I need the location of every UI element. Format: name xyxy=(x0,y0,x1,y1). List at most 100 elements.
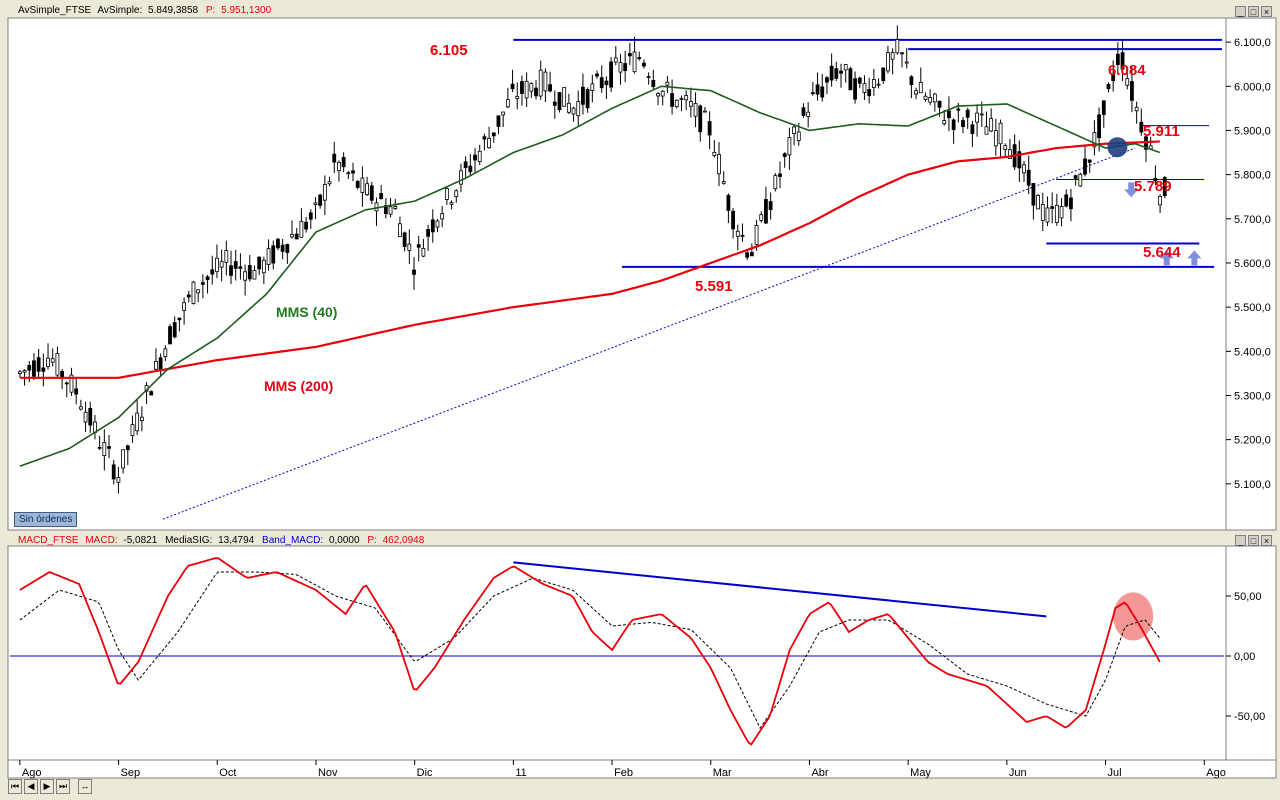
price-y-tick-label: 5.900,0 xyxy=(1234,125,1271,137)
price-close-button[interactable]: × xyxy=(1261,6,1272,17)
price-candle xyxy=(745,250,750,260)
price-candle xyxy=(543,68,548,103)
macd-chart xyxy=(10,557,1224,746)
price-candle xyxy=(360,166,365,207)
level-label-6084: 6.084 xyxy=(1108,62,1146,79)
candle-body xyxy=(215,257,219,273)
price-candle xyxy=(313,197,318,220)
price-candle xyxy=(294,228,299,240)
candle-body xyxy=(172,322,177,338)
candle-body xyxy=(1036,195,1040,210)
price-candle xyxy=(332,141,337,174)
candle-body xyxy=(914,90,918,95)
price-candle xyxy=(895,25,900,55)
price-candle xyxy=(17,369,22,378)
candle-body xyxy=(440,213,445,220)
price-candle xyxy=(914,87,918,100)
candle-body xyxy=(529,83,534,92)
candle-body xyxy=(294,233,299,240)
price-candle xyxy=(1069,188,1073,222)
nav-last-icon[interactable]: ⏭ xyxy=(56,779,70,794)
price-candle xyxy=(604,76,609,99)
macd-header-name: MACD_FTSE xyxy=(18,535,79,546)
candle-body xyxy=(158,357,163,370)
price-candle xyxy=(1050,192,1055,224)
price-candle xyxy=(951,118,956,144)
price-panel-bg xyxy=(7,17,1227,531)
candle-body xyxy=(764,199,768,224)
price-candle xyxy=(1115,42,1120,75)
candle-body xyxy=(534,87,538,97)
candle-body xyxy=(219,261,224,268)
candle-body xyxy=(163,348,168,357)
macd-close-button[interactable]: × xyxy=(1261,535,1272,546)
price-candle xyxy=(200,274,205,299)
price-candle xyxy=(890,48,895,75)
candle-body xyxy=(1031,183,1036,206)
price-candle xyxy=(740,223,745,242)
price-candle xyxy=(1017,140,1022,182)
price-candle xyxy=(810,81,815,96)
nav-next-icon[interactable]: ▶ xyxy=(40,779,54,794)
price-candle xyxy=(642,59,646,69)
price-candle xyxy=(233,249,238,281)
candle-body xyxy=(290,233,294,238)
price-candle xyxy=(1092,120,1097,156)
cross-marker-icon xyxy=(1107,137,1128,158)
price-candle xyxy=(721,171,726,185)
candle-body xyxy=(703,110,707,113)
candle-body xyxy=(1134,106,1139,112)
x-axis-bg xyxy=(7,759,1277,779)
candle-body xyxy=(909,76,914,86)
price-candle xyxy=(1134,101,1139,124)
price-candle xyxy=(829,53,834,87)
candle-body xyxy=(679,98,684,100)
macd-panel-bg xyxy=(7,545,1227,761)
price-candle xyxy=(562,87,567,107)
candle-body xyxy=(642,62,646,67)
price-candle xyxy=(1078,172,1083,187)
price-candle xyxy=(299,208,304,238)
macd-minimize-button[interactable]: _ xyxy=(1235,535,1246,546)
candle-body xyxy=(449,202,454,205)
price-candle xyxy=(843,64,848,83)
price-candle xyxy=(717,142,721,187)
price-candle xyxy=(989,108,994,133)
price-candle xyxy=(534,80,538,100)
price-candle xyxy=(266,239,271,271)
price-candle xyxy=(205,274,210,294)
price-candle xyxy=(571,106,576,122)
candle-body xyxy=(46,357,50,368)
price-maximize-button[interactable]: □ xyxy=(1248,6,1259,17)
candle-body xyxy=(276,238,280,249)
nav-first-icon[interactable]: ⏮ xyxy=(8,779,22,794)
price-candle xyxy=(585,87,590,113)
price-candle xyxy=(351,162,355,182)
candle-body xyxy=(1003,145,1008,151)
orders-badge[interactable]: Sin órdenes xyxy=(14,512,78,527)
nav-prev-icon[interactable]: ◀ xyxy=(24,779,38,794)
price-candle xyxy=(660,89,665,106)
candle-body xyxy=(135,412,140,432)
candle-body xyxy=(487,138,491,149)
price-candle xyxy=(656,92,660,106)
candle-body xyxy=(505,99,510,108)
candle-body xyxy=(271,245,276,264)
price-candle xyxy=(496,115,501,135)
macd-maximize-button[interactable]: □ xyxy=(1248,535,1259,546)
price-candle xyxy=(1045,196,1050,227)
candle-body xyxy=(623,63,628,72)
candle-body xyxy=(585,89,590,109)
price-candle xyxy=(374,197,379,226)
nav-zoom-icon[interactable]: ↔ xyxy=(78,779,92,794)
candle-body xyxy=(125,445,130,451)
price-candle xyxy=(1036,193,1040,210)
price-header-value: 5.849,3858 xyxy=(148,5,198,16)
candle-body xyxy=(238,266,243,269)
candle-body xyxy=(928,97,933,103)
price-candle xyxy=(684,90,689,110)
price-minimize-button[interactable]: _ xyxy=(1235,6,1246,17)
candle-body xyxy=(341,157,346,168)
candle-body xyxy=(482,136,487,140)
candle-body xyxy=(646,76,651,79)
